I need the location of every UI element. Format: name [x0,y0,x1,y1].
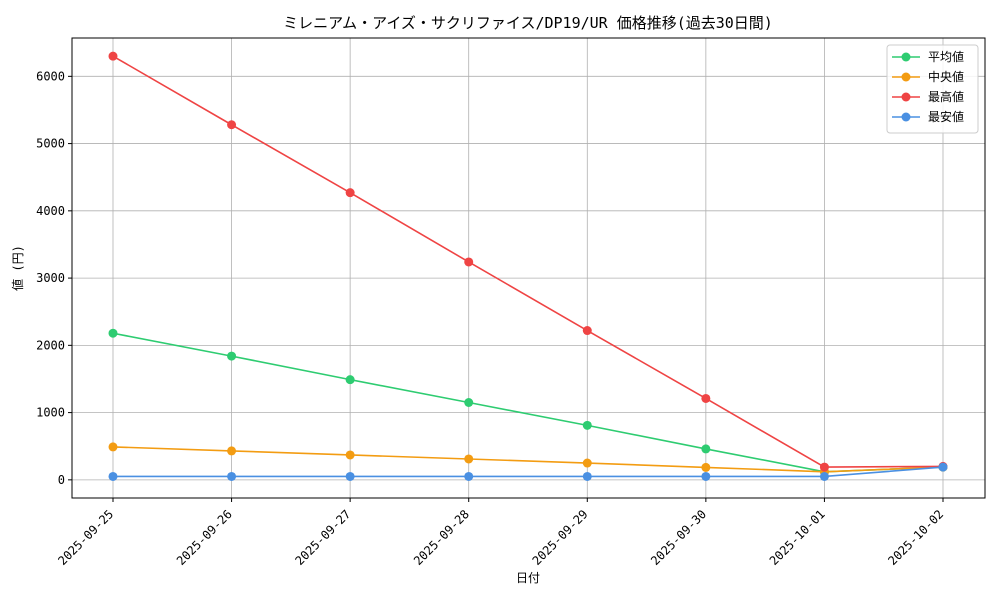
data-point [582,420,592,430]
y-tick-label: 0 [58,473,65,487]
data-point [582,458,592,468]
data-point [108,442,118,452]
x-tick-label: 2025-09-25 [55,507,116,568]
x-tick-label: 2025-09-28 [411,507,472,568]
y-tick-label: 6000 [36,69,65,83]
data-point [701,462,711,472]
series-最安値 [108,462,948,481]
data-point [227,446,237,456]
x-tick-label: 2025-09-30 [648,507,709,568]
y-axis-label: 値 (円) [10,245,25,291]
data-point [108,51,118,61]
data-point [819,462,829,472]
series-最高値 [108,51,948,472]
chart-title: ミレニアム・アイズ・サクリファイス/DP19/UR 価格推移(過去30日間) [283,14,773,32]
legend-marker [901,52,911,62]
y-tick-label: 5000 [36,137,65,151]
data-point [227,120,237,130]
series-line [113,466,944,478]
x-tick-label: 2025-10-02 [885,507,946,568]
legend-marker [901,92,911,102]
legend-label: 平均値 [928,49,964,64]
data-point [938,462,948,472]
data-point [701,393,711,403]
x-tick-label: 2025-10-01 [767,507,828,568]
legend-box [886,44,979,134]
data-point [345,450,355,460]
data-point [582,326,592,336]
y-tick-label: 3000 [36,271,65,285]
x-tick-label: 2025-09-26 [174,507,235,568]
y-tick-label: 1000 [36,406,65,420]
legend-label: 最高値 [928,89,964,104]
legend-marker [901,72,911,82]
x-tick-label: 2025-09-29 [530,507,591,568]
data-point [464,257,474,267]
legend-marker [901,112,911,122]
data-point [227,471,237,481]
data-point [108,328,118,338]
legend-label: 中央値 [928,69,964,84]
data-point [701,471,711,481]
y-tick-label: 4000 [36,204,65,218]
series-中央値 [108,442,948,477]
plot-frame [71,37,986,499]
series-layer [108,51,948,481]
y-tick-label: 2000 [36,338,65,352]
data-point [464,471,474,481]
legend-label: 最安値 [928,109,964,124]
data-point [582,471,592,481]
x-tick-label: 2025-09-27 [292,507,353,568]
x-axis-label: 日付 [516,571,540,585]
series-line [112,446,944,473]
data-point [464,454,474,464]
data-point [345,188,355,198]
data-point [819,471,829,481]
data-point [345,471,355,481]
data-point [701,444,711,454]
y-axis-ticks: 0 1000 2000 3000 4000 5000 6000 [36,69,72,487]
x-axis-ticks: 2025-09-25 2025-09-26 2025-09-27 2025-09-28… [55,498,946,568]
series-line [112,55,944,468]
data-point [227,351,237,361]
series-line [112,332,944,473]
grid-lines [72,38,985,498]
data-point [345,375,355,385]
data-point [108,471,118,481]
data-point [464,398,474,408]
